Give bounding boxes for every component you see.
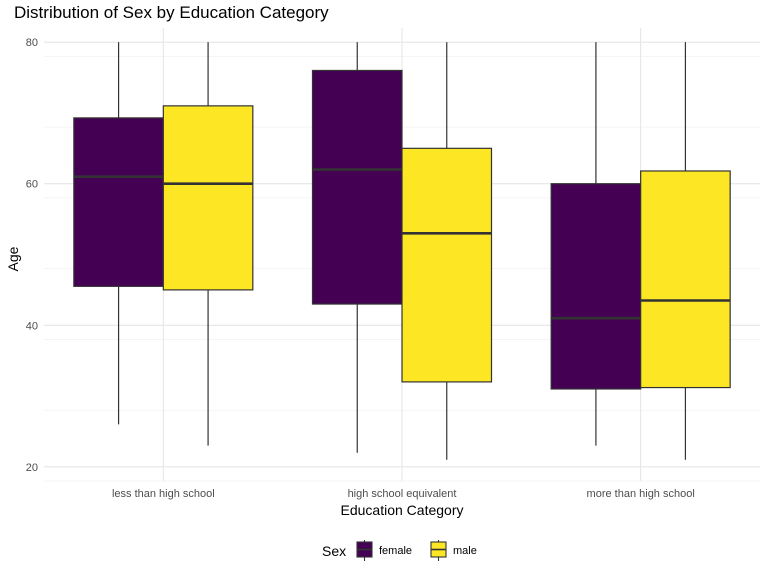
legend-key-female	[356, 540, 373, 561]
y-axis-ticks: 20 40 60 80	[26, 37, 38, 474]
box-iqr	[550, 183, 642, 390]
box-male	[162, 42, 254, 446]
y-tick-label: 80	[26, 37, 38, 49]
box-iqr	[401, 147, 493, 383]
x-tick-label: high school equivalent	[348, 488, 457, 500]
legend-title: Sex	[322, 543, 346, 559]
box-male	[640, 42, 731, 460]
box-female	[73, 42, 164, 425]
box-male	[401, 42, 493, 460]
y-axis-title: Age	[5, 246, 21, 271]
legend: Sex female male	[322, 540, 477, 561]
x-tick-label: less than high school	[112, 488, 215, 500]
y-tick-label: 20	[26, 462, 38, 474]
x-axis-title: Education Category	[341, 502, 464, 518]
boxes	[73, 42, 731, 460]
y-tick-label: 40	[26, 320, 38, 332]
box-iqr	[311, 69, 403, 305]
box-female	[311, 42, 403, 453]
box-iqr	[640, 170, 731, 389]
x-tick-label: more than high school	[587, 488, 695, 500]
box-iqr	[73, 117, 164, 287]
chart-title: Distribution of Sex by Education Categor…	[14, 3, 329, 22]
legend-label: female	[379, 545, 412, 557]
box-female	[550, 42, 642, 446]
legend-label: male	[453, 545, 477, 557]
y-tick-label: 60	[26, 179, 38, 191]
legend-key-male	[430, 540, 447, 561]
x-axis-ticks: less than high school high school equival…	[112, 488, 695, 500]
box-iqr	[162, 105, 254, 291]
